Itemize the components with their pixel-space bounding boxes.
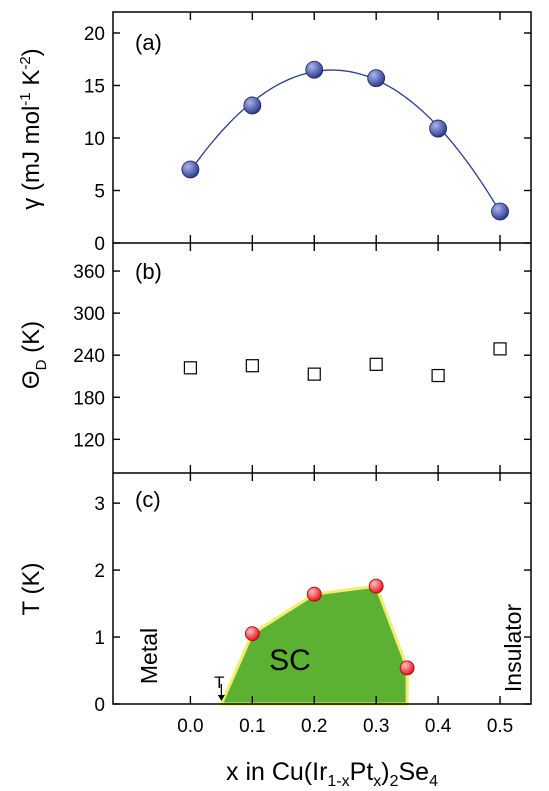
ytick-label: 10 xyxy=(84,129,105,150)
ytick-label: 1 xyxy=(94,628,105,649)
xtick-label: 0.2 xyxy=(301,716,327,737)
ytick-label: 360 xyxy=(73,262,105,283)
tc-point xyxy=(368,578,384,594)
panel-a-label: (a) xyxy=(135,30,162,55)
gamma-point xyxy=(243,96,262,115)
gamma-point xyxy=(491,202,509,221)
panel-b-label: (b) xyxy=(135,259,162,284)
panel-a-fit-curve xyxy=(189,69,501,213)
plot-frame xyxy=(112,11,532,705)
theta-point xyxy=(183,361,198,375)
arrow-head xyxy=(217,695,225,701)
theta-point xyxy=(369,357,383,371)
x-axis-label: x in Cu(Ir1-xPtx)2Se4 xyxy=(226,758,438,790)
sc-label: SC xyxy=(269,644,311,677)
gamma-point xyxy=(429,119,448,138)
ytick-label: 180 xyxy=(73,388,105,409)
panel-c: 0 1 2 3 T SC Metal Insulator (c) T (K) xyxy=(18,487,531,716)
panel-c-ylabel: T (K) xyxy=(18,563,45,616)
ytick-label: 20 xyxy=(84,24,105,45)
ytick-label: 240 xyxy=(73,346,105,367)
arrow-label: T xyxy=(214,673,224,692)
xtick-label: 0.0 xyxy=(177,716,203,737)
x-axis-ticks: 0.0 0.1 0.2 0.3 0.4 0.5 xyxy=(177,12,513,737)
panel-b-ylabel: ΘD (K) xyxy=(18,321,50,389)
panel-b-points xyxy=(183,342,507,383)
xtick-label: 0.5 xyxy=(487,716,513,737)
ytick-label: 0 xyxy=(94,234,105,255)
xtick-label: 0.3 xyxy=(363,716,389,737)
ytick-label: 0 xyxy=(94,695,105,716)
xtick-label: 0.4 xyxy=(425,716,452,737)
ytick-label: 5 xyxy=(94,182,105,203)
panel-a: 0 5 10 15 20 (a) γ (mJ mol-1 K-2) xyxy=(17,24,531,255)
gamma-point xyxy=(305,60,324,79)
panel-b-yticks: 120 180 240 300 360 xyxy=(73,262,531,451)
ytick-label: 15 xyxy=(84,77,105,98)
tc-point xyxy=(399,660,415,676)
sc-region xyxy=(219,584,409,706)
gamma-point xyxy=(367,69,386,88)
theta-point xyxy=(493,342,507,356)
panel-c-label: (c) xyxy=(135,487,161,512)
theta-point xyxy=(431,368,445,383)
panel-a-points xyxy=(181,60,509,221)
ytick-label: 2 xyxy=(94,561,105,582)
theta-point xyxy=(245,359,259,373)
ytick-label: 120 xyxy=(73,430,105,451)
ytick-label: 300 xyxy=(73,304,105,325)
panel-b: 120 180 240 300 360 (b) ΘD (K) xyxy=(18,259,531,451)
panel-c-points xyxy=(244,578,415,676)
tc-point xyxy=(244,626,260,642)
tc-point xyxy=(306,586,322,602)
gamma-point xyxy=(181,160,200,179)
ytick-label: 3 xyxy=(94,494,105,515)
panel-a-yticks: 0 5 10 15 20 xyxy=(84,24,531,255)
xtick-label: 0.1 xyxy=(239,716,265,737)
theta-point xyxy=(307,367,321,381)
metal-label: Metal xyxy=(136,628,162,684)
insulator-label: Insulator xyxy=(500,604,526,693)
panel-a-ylabel: γ (mJ mol-1 K-2) xyxy=(17,48,45,209)
onset-arrow: T xyxy=(214,673,225,701)
